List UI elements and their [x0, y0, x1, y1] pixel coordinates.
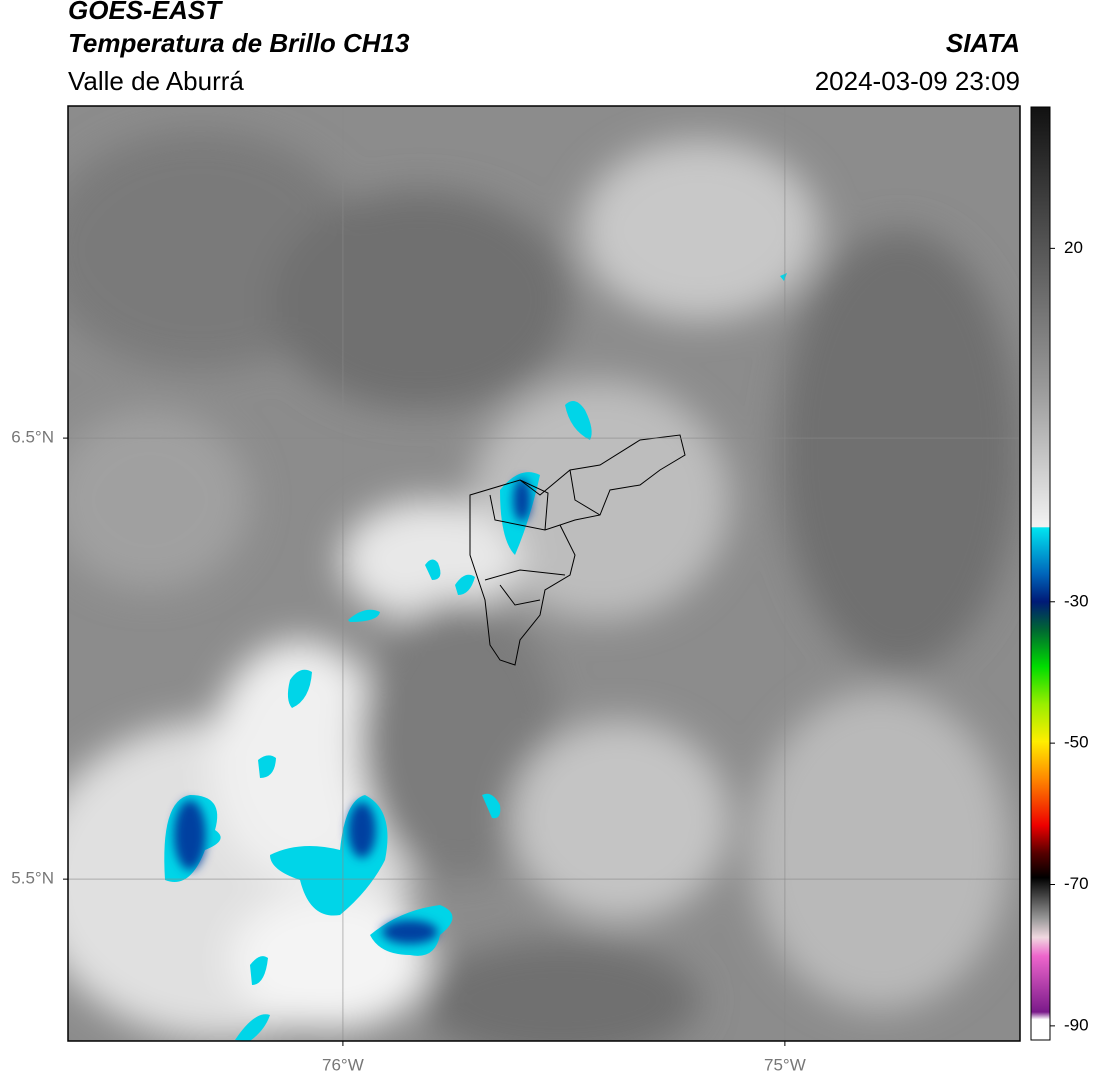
subtitle: Temperatura de Brillo CH13 — [68, 28, 410, 58]
datetime: 2024-03-09 23:09 — [815, 66, 1020, 96]
source: SIATA — [946, 28, 1020, 58]
colorbar-tick-label: 20 — [1064, 238, 1083, 257]
region: Valle de Aburrá — [68, 66, 244, 96]
colorbar-tick-label: -90 — [1064, 1015, 1089, 1034]
y-tick-label: 6.5°N — [11, 428, 54, 447]
colorbar — [1030, 106, 1051, 1041]
colorbar-tick-label: -30 — [1064, 591, 1089, 610]
title: GOES-EAST — [68, 0, 223, 25]
colorbar-tick-label: -50 — [1064, 733, 1089, 752]
x-tick-label: 75°W — [764, 1055, 806, 1074]
municipal-boundaries — [469, 434, 686, 666]
satellite-image — [68, 106, 1020, 1041]
header: GOES-EAST Temperatura de Brillo CH13 Val… — [68, 0, 1020, 96]
colorbar-tick-label: -70 — [1064, 874, 1089, 893]
graticule — [68, 106, 1020, 1041]
cold-cloud-tops — [164, 273, 787, 1041]
y-tick-label: 5.5°N — [11, 869, 54, 888]
x-tick-label: 76°W — [322, 1055, 364, 1074]
map-frame — [67, 105, 1021, 1042]
